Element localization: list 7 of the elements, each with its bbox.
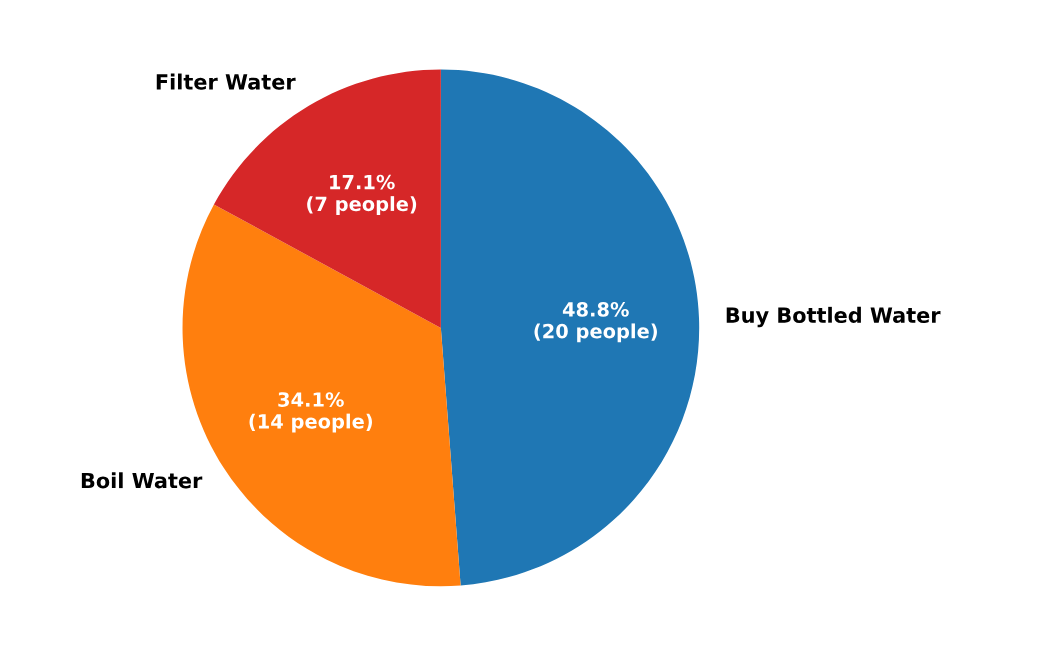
pie-slice [440, 69, 700, 586]
slice-label: Filter Water [156, 73, 296, 90]
data-label: 34.1% (14 people) [249, 392, 372, 433]
slice-label: Boil Water [81, 472, 203, 489]
data-label: 17.1% (7 people) [307, 174, 417, 215]
data-label: 48.8% (20 people) [534, 302, 657, 343]
slice-label: Buy Bottled Water [726, 306, 941, 328]
